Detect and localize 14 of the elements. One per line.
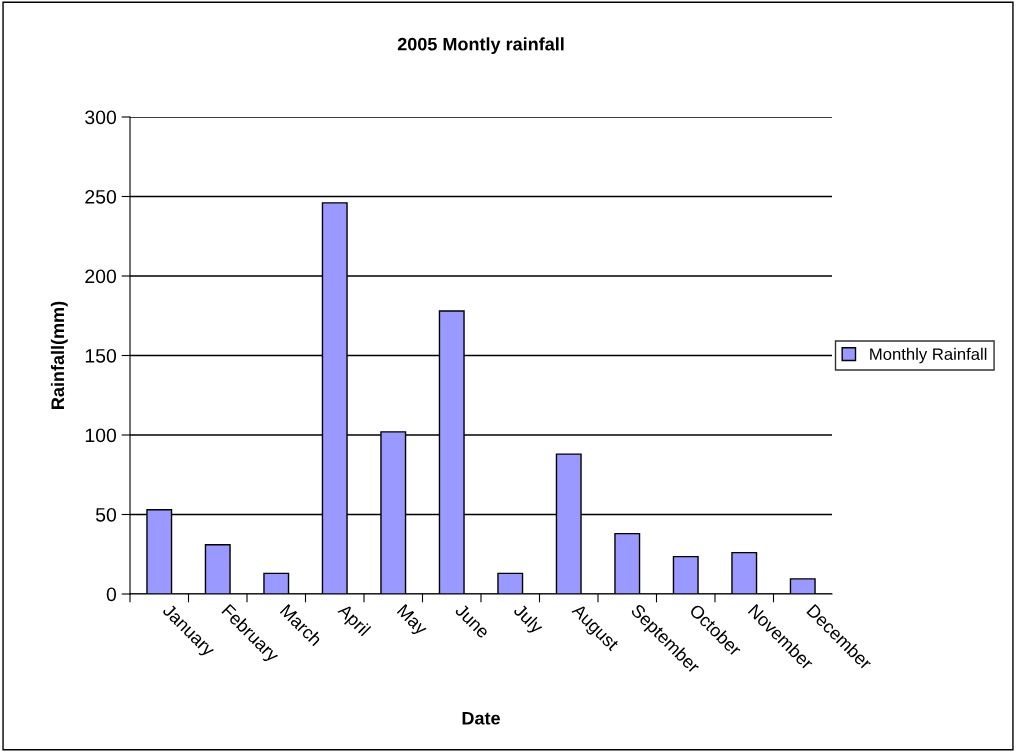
legend-label: Monthly Rainfall [870, 347, 987, 364]
y-tick-label: 50 [95, 507, 117, 522]
y-tick-label: 200 [85, 269, 117, 284]
y-tick-label: 0 [106, 587, 117, 602]
y-axis-title: Rainfall(mm) [50, 301, 68, 409]
y-tick-label: 100 [85, 428, 117, 443]
chart-title: 2005 Montly rainfall [397, 37, 564, 55]
y-tick-label: 250 [85, 189, 117, 204]
x-axis-title: Date [462, 712, 500, 725]
x-tick-label: April [334, 602, 372, 639]
y-tick-label: 300 [85, 110, 117, 125]
x-tick-label: July [510, 602, 545, 637]
x-tick-label: May [394, 603, 429, 639]
y-tick-label: 150 [85, 348, 117, 363]
